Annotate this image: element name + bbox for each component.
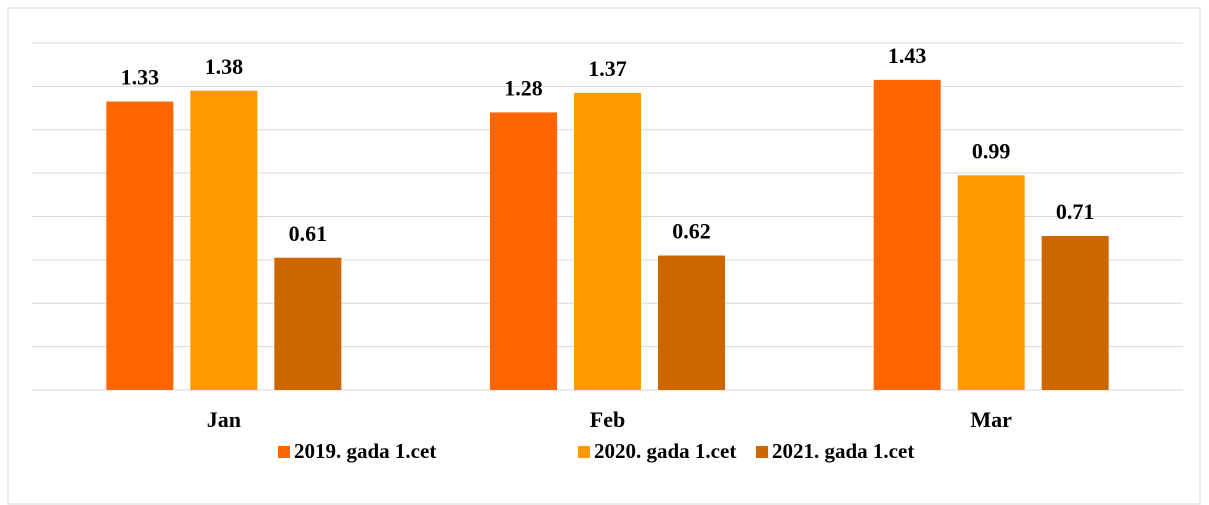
- data-label: 1.43: [888, 43, 927, 68]
- legend-label: 2020. gada 1.cet: [594, 439, 736, 463]
- legend-swatch: [578, 446, 590, 458]
- data-label: 0.71: [1056, 199, 1095, 224]
- legend-label: 2019. gada 1.cet: [294, 439, 436, 463]
- data-label: 1.38: [205, 54, 244, 79]
- legend-swatch: [278, 446, 290, 458]
- bar: [274, 257, 342, 390]
- bar: [190, 90, 258, 391]
- bar: [873, 79, 941, 391]
- data-label: 1.33: [121, 65, 160, 90]
- bar: [957, 175, 1025, 390]
- bar: [574, 92, 641, 390]
- data-label: 1.28: [504, 75, 543, 100]
- data-label: 1.37: [588, 56, 627, 81]
- x-tick-label: Jan: [207, 407, 241, 432]
- x-tick-label: Feb: [590, 407, 625, 432]
- legend-swatch: [756, 446, 768, 458]
- bar: [658, 255, 725, 390]
- data-label: 0.99: [972, 138, 1011, 163]
- bar: [106, 101, 174, 391]
- x-tick-label: Mar: [970, 407, 1012, 432]
- bar: [490, 112, 557, 391]
- data-label: 0.62: [672, 219, 711, 244]
- legend-label: 2021. gada 1.cet: [772, 439, 914, 463]
- bar: [1041, 236, 1109, 390]
- data-label: 0.61: [289, 221, 328, 246]
